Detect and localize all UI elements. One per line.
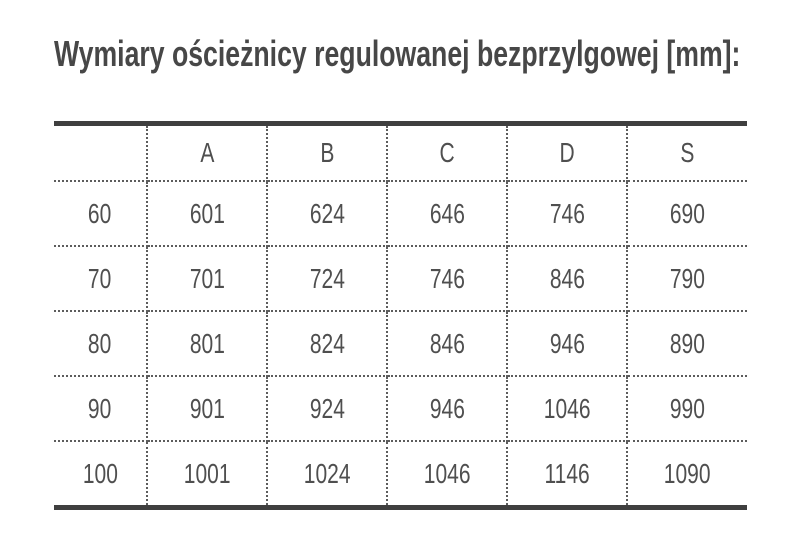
table-cell: 824: [267, 311, 388, 377]
column-header-label: A: [199, 137, 215, 168]
row-label-text: 80: [88, 327, 112, 359]
table-cell: 1001: [147, 441, 268, 508]
cell-value: 790: [669, 262, 706, 294]
cell-value: 1046: [423, 457, 471, 489]
table-cell: 801: [147, 311, 268, 377]
table-cell: 790: [627, 246, 747, 312]
table-cell: 624: [267, 181, 388, 247]
cell-value: 746: [429, 262, 465, 294]
row-label-text: 90: [88, 392, 112, 424]
cell-value: 601: [189, 197, 225, 229]
cell-value: 646: [429, 197, 465, 229]
column-header-a: A: [147, 123, 268, 182]
header-row: A B C D S: [54, 123, 747, 182]
cell-value: 724: [309, 262, 345, 294]
cell-value: 946: [429, 392, 465, 424]
table-cell: 690: [627, 181, 747, 247]
dimensions-table: A B C D S 60 601 624 646 746 690 70 701 …: [54, 121, 747, 510]
row-label: 90: [54, 376, 148, 442]
table-cell: 1146: [507, 441, 628, 508]
row-label: 70: [54, 246, 148, 312]
row-label: 60: [54, 181, 148, 247]
cell-value: 846: [429, 327, 465, 359]
table-cell: 746: [387, 246, 508, 312]
table-cell: 1024: [267, 441, 388, 508]
column-header-label: D: [559, 137, 575, 168]
cell-value: 746: [549, 197, 585, 229]
row-label: 100: [54, 441, 148, 508]
cell-value: 824: [309, 327, 345, 359]
table-cell: 946: [507, 311, 628, 377]
cell-value: 1001: [183, 457, 231, 489]
page-title: Wymiary ościeżnicy regulowanej bezprzylg…: [54, 34, 800, 74]
column-header-d: D: [507, 123, 628, 182]
column-header-c: C: [387, 123, 508, 182]
table-cell: 924: [267, 376, 388, 442]
row-label-text: 70: [88, 262, 112, 294]
table-cell: 946: [387, 376, 508, 442]
column-header-label: C: [439, 137, 455, 168]
cell-value: 846: [549, 262, 585, 294]
table-cell: 646: [387, 181, 508, 247]
cell-value: 901: [189, 392, 225, 424]
row-label-text: 100: [82, 457, 118, 489]
cell-value: 801: [189, 327, 225, 359]
table-row: 70 701 724 746 846 790: [54, 246, 747, 312]
table-row: 100 1001 1024 1046 1146 1090: [54, 441, 747, 508]
cell-value: 701: [189, 262, 225, 294]
cell-value: 990: [669, 392, 706, 424]
table-cell: 901: [147, 376, 268, 442]
column-header-label: B: [319, 137, 335, 168]
table-cell: 724: [267, 246, 388, 312]
table-row: 80 801 824 846 946 890: [54, 311, 747, 377]
table-cell: 1046: [387, 441, 508, 508]
cell-value: 624: [309, 197, 345, 229]
table-cell: 746: [507, 181, 628, 247]
cell-value: 1090: [664, 457, 711, 489]
table-cell: 890: [627, 311, 747, 377]
row-label: 80: [54, 311, 148, 377]
column-header-label: S: [680, 137, 695, 168]
table-cell: 701: [147, 246, 268, 312]
table-cell: 1090: [627, 441, 747, 508]
row-label-text: 60: [88, 197, 112, 229]
column-header-s: S: [627, 123, 747, 182]
table-row: 90 901 924 946 1046 990: [54, 376, 747, 442]
table-cell: 846: [507, 246, 628, 312]
cell-value: 1046: [543, 392, 591, 424]
cell-value: 890: [669, 327, 706, 359]
table-cell: 846: [387, 311, 508, 377]
cell-value: 946: [549, 327, 585, 359]
table-row: 60 601 624 646 746 690: [54, 181, 747, 247]
cell-value: 690: [669, 197, 706, 229]
table-cell: 990: [627, 376, 747, 442]
table-cell: 601: [147, 181, 268, 247]
page-title-text: Wymiary ościeżnicy regulowanej bezprzylg…: [54, 33, 741, 74]
column-header-b: B: [267, 123, 388, 182]
cell-value: 1024: [303, 457, 351, 489]
corner-cell: [54, 123, 148, 182]
cell-value: 1146: [544, 457, 590, 489]
table-cell: 1046: [507, 376, 628, 442]
cell-value: 924: [309, 392, 345, 424]
